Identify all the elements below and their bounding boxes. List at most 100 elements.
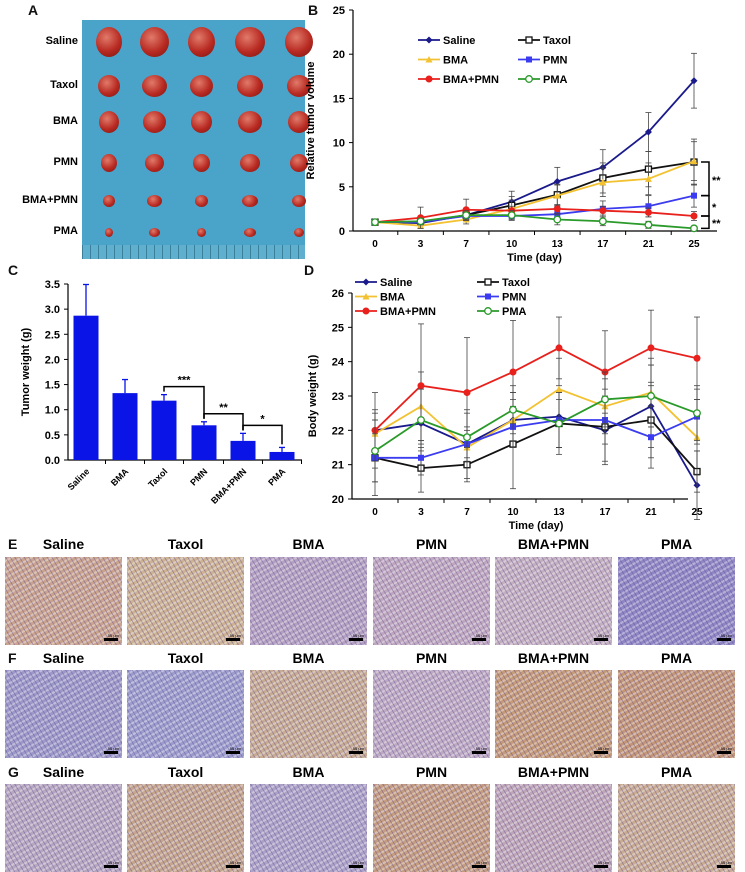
panel-label-g: G bbox=[8, 764, 19, 780]
bar bbox=[73, 315, 99, 460]
data-point bbox=[462, 206, 470, 214]
histology-image: 50 μm bbox=[618, 670, 735, 758]
y-tick-label: 0.5 bbox=[45, 430, 60, 442]
x-tick-label: 0 bbox=[372, 239, 378, 250]
legend-item: PMA bbox=[518, 74, 568, 86]
data-point bbox=[644, 208, 652, 216]
legend-label: PMA bbox=[543, 74, 568, 86]
scale-bar bbox=[472, 865, 486, 868]
histology-image: 50 μm bbox=[618, 784, 735, 872]
histology-label: BMA+PMN bbox=[517, 536, 590, 552]
scale-bar bbox=[472, 638, 486, 641]
row-label: BMA bbox=[52, 115, 78, 127]
data-point bbox=[555, 385, 563, 393]
histology-label: PMN bbox=[415, 650, 448, 666]
series-line bbox=[374, 405, 698, 486]
significance-label: ** bbox=[712, 175, 721, 187]
y-tick-label: 21 bbox=[332, 460, 344, 472]
series-line bbox=[374, 388, 698, 449]
data-point bbox=[462, 211, 471, 220]
y-axis-title: Tumor weight (g) bbox=[20, 327, 32, 416]
bar bbox=[230, 440, 256, 460]
data-point bbox=[555, 419, 563, 428]
data-point bbox=[553, 192, 561, 199]
x-tick-label: Saline bbox=[66, 466, 92, 492]
data-point bbox=[693, 409, 701, 418]
data-point bbox=[417, 382, 425, 390]
scale-bar-label: 50 μm bbox=[229, 746, 241, 751]
data-point bbox=[425, 75, 433, 83]
legend-item: BMA+PMN bbox=[355, 306, 436, 318]
y-tick-label: 0 bbox=[339, 226, 345, 238]
scale-bar bbox=[594, 865, 608, 868]
legend-item: Saline bbox=[418, 35, 475, 47]
data-point bbox=[690, 77, 698, 85]
significance-label: * bbox=[712, 202, 717, 214]
tumor bbox=[192, 154, 210, 172]
y-tick-label: 2.5 bbox=[45, 329, 60, 341]
data-point bbox=[525, 75, 533, 83]
legend-label: PMA bbox=[502, 306, 527, 318]
histology-image: 50 μm bbox=[495, 670, 612, 758]
x-tick-label: PMA bbox=[266, 466, 288, 488]
scale-bar bbox=[594, 751, 608, 754]
tumor bbox=[103, 195, 115, 207]
scale-bar bbox=[104, 751, 118, 754]
x-tick-label: 7 bbox=[463, 239, 469, 250]
significance-label: * bbox=[260, 413, 265, 425]
significance-bracket bbox=[701, 194, 710, 217]
histology-label: Saline bbox=[42, 536, 85, 552]
histology-image: 50 μm bbox=[5, 557, 122, 645]
scale-bar bbox=[717, 865, 731, 868]
legend-label: Saline bbox=[380, 277, 412, 289]
significance-bracket bbox=[203, 413, 244, 431]
data-point bbox=[553, 205, 561, 213]
data-point bbox=[553, 177, 561, 185]
significance-bracket bbox=[242, 424, 283, 445]
data-point bbox=[425, 56, 433, 63]
legend-item: BMA bbox=[418, 55, 468, 67]
legend-label: Saline bbox=[443, 35, 475, 47]
data-point bbox=[645, 203, 652, 210]
scale-bar bbox=[349, 638, 363, 641]
row-label: Saline bbox=[45, 35, 78, 47]
significance-label: ** bbox=[712, 218, 721, 230]
x-tick-label: 17 bbox=[599, 507, 611, 518]
data-point bbox=[647, 392, 655, 400]
panel-label-d: D bbox=[304, 262, 315, 278]
series-line bbox=[374, 214, 695, 230]
ruler bbox=[82, 245, 305, 259]
y-tick-label: 20 bbox=[333, 49, 345, 61]
x-tick-label: 0 bbox=[372, 507, 378, 518]
legend-item: PMN bbox=[518, 55, 568, 67]
scale-bar-label: 50 μm bbox=[229, 633, 241, 638]
x-tick-label: BMA bbox=[109, 466, 131, 488]
series-line bbox=[375, 415, 698, 459]
y-tick-label: 20 bbox=[332, 494, 344, 506]
data-point bbox=[644, 128, 652, 136]
data-point bbox=[644, 175, 652, 182]
y-axis-title: Body weight (g) bbox=[307, 354, 319, 437]
row-label: Taxol bbox=[50, 79, 78, 91]
x-tick-label: 10 bbox=[507, 507, 519, 518]
x-axis-title: Time (day) bbox=[507, 252, 562, 264]
data-point bbox=[362, 278, 370, 286]
legend-item: Saline bbox=[355, 277, 412, 289]
histology-image: 50 μm bbox=[127, 557, 244, 645]
scale-bar bbox=[226, 638, 240, 641]
histology-label: BMA bbox=[292, 536, 325, 552]
tumor bbox=[238, 111, 262, 133]
x-tick-label: 17 bbox=[597, 239, 609, 250]
histology-label: PMA bbox=[660, 536, 693, 552]
histology-image: 50 μm bbox=[495, 784, 612, 872]
data-point bbox=[691, 192, 697, 199]
data-point bbox=[647, 344, 655, 352]
data-point bbox=[485, 293, 491, 300]
significance-bracket bbox=[701, 215, 710, 230]
y-tick-label: 3.0 bbox=[45, 304, 60, 316]
legend-item: PMA bbox=[477, 306, 527, 318]
scale-bar-label: 50 μm bbox=[107, 860, 119, 865]
series-line bbox=[374, 395, 698, 452]
tumor bbox=[285, 27, 313, 57]
panel-label-a: A bbox=[28, 2, 39, 18]
